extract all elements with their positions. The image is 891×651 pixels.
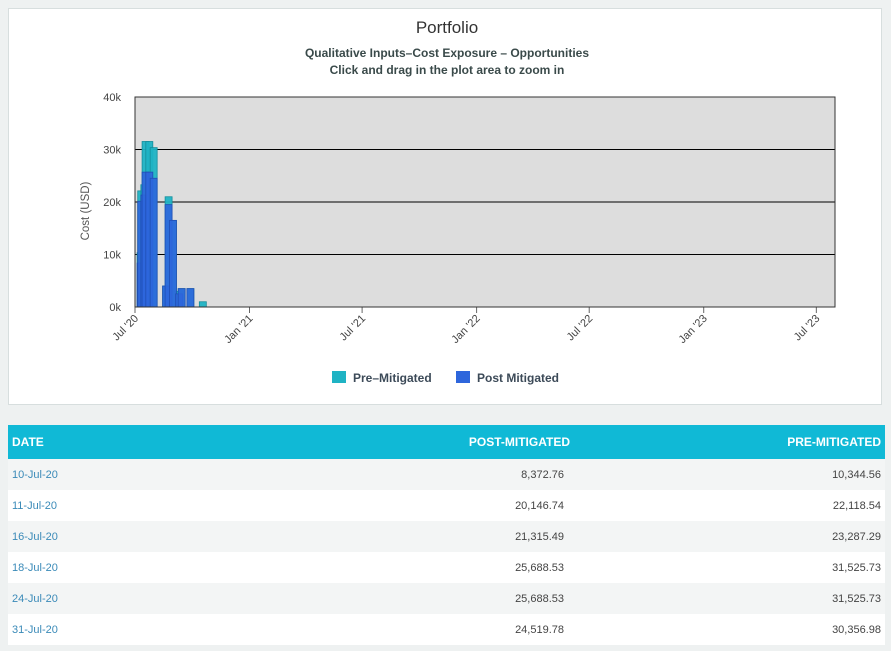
table-row: 24-Jul-20 25,688.53 31,525.73 — [8, 583, 885, 614]
plot-frame — [134, 96, 836, 308]
row-pre-mitigated: 23,287.29 — [832, 530, 881, 543]
table-row: 16-Jul-20 21,315.49 23,287.29 — [8, 521, 885, 552]
row-pre-mitigated: 22,118.54 — [832, 499, 881, 512]
row-date-link[interactable]: 10-Jul-20 — [12, 468, 58, 481]
legend-swatch-post-mitigated — [456, 371, 470, 383]
table-header-row: DATE POST-MITIGATED PRE-MITIGATED — [8, 425, 885, 459]
x-tick-label: Jul '21 — [338, 313, 369, 344]
row-pre-mitigated: 10,344.56 — [832, 468, 881, 481]
table-row: 18-Jul-20 25,688.53 31,525.73 — [8, 552, 885, 583]
x-tick-label: Jul '20 — [110, 313, 141, 344]
row-date-link[interactable]: 31-Jul-20 — [12, 623, 58, 636]
chart-title: Portfolio — [416, 18, 478, 37]
x-tick-label: Jan '23 — [676, 313, 709, 346]
row-post-mitigated: 20,146.74 — [515, 499, 564, 512]
x-tick-label: Jan '22 — [449, 313, 482, 346]
y-tick-label: 10k — [103, 250, 121, 262]
legend-item-pre-mitigated[interactable]: Pre–Mitigated — [332, 371, 432, 385]
table-row: 31-Jul-20 24,519.78 30,356.98 — [8, 614, 885, 645]
header-pre-mitigated[interactable]: PRE-MITIGATED — [787, 435, 881, 449]
row-post-mitigated: 25,688.53 — [515, 592, 564, 605]
row-date-link[interactable]: 16-Jul-20 — [12, 530, 58, 543]
row-pre-mitigated: 31,525.73 — [832, 592, 881, 605]
row-post-mitigated: 8,372.76 — [521, 468, 564, 481]
row-post-mitigated: 21,315.49 — [515, 530, 564, 543]
row-post-mitigated: 25,688.53 — [515, 561, 564, 574]
bar-post-mitigated — [186, 288, 195, 308]
table-row: 10-Jul-20 8,372.76 10,344.56 — [8, 459, 885, 490]
chart-svg[interactable]: Portfolio Qualitative Inputs–Cost Exposu… — [9, 9, 883, 406]
data-table-container: DATE POST-MITIGATED PRE-MITIGATED 10-Jul… — [8, 425, 885, 645]
legend-swatch-pre-mitigated — [332, 371, 346, 383]
data-table: DATE POST-MITIGATED PRE-MITIGATED 10-Jul… — [8, 425, 885, 645]
legend[interactable]: Pre–Mitigated Post Mitigated — [332, 371, 559, 385]
row-post-mitigated: 24,519.78 — [515, 623, 564, 636]
plot-area[interactable]: 0k 10k 20k 30k 40k Jul '20 Jan '21 Jul '21 Jan '… — [103, 92, 836, 346]
row-pre-mitigated: 30,356.98 — [832, 623, 881, 636]
chart-subtitle: Qualitative Inputs–Cost Exposure – Oppor… — [305, 46, 589, 60]
legend-item-post-mitigated[interactable]: Post Mitigated — [456, 371, 559, 385]
y-tick-label: 20k — [103, 197, 121, 209]
bar-post-mitigated — [149, 177, 158, 308]
x-tick-label: Jan '21 — [222, 313, 255, 346]
chart-panel: Portfolio Qualitative Inputs–Cost Exposu… — [8, 8, 882, 405]
y-tick-label: 0k — [109, 302, 121, 314]
bar-pre-mitigated — [198, 301, 207, 308]
chart-zoom-hint: Click and drag in the plot area to zoom … — [330, 63, 565, 77]
row-date-link[interactable]: 11-Jul-20 — [12, 499, 58, 512]
x-tick-label: Jul '23 — [792, 313, 823, 344]
legend-label-post-mitigated: Post Mitigated — [477, 371, 559, 385]
header-date[interactable]: DATE — [12, 435, 44, 449]
x-tick-label: Jul '22 — [565, 313, 596, 344]
bar-post-mitigated — [177, 288, 186, 308]
legend-label-pre-mitigated: Pre–Mitigated — [353, 371, 432, 385]
y-tick-label: 30k — [103, 145, 121, 157]
table-row: 11-Jul-20 20,146.74 22,118.54 — [8, 490, 885, 521]
y-axis-label: Cost (USD) — [80, 181, 92, 240]
row-pre-mitigated: 31,525.73 — [832, 561, 881, 574]
row-date-link[interactable]: 18-Jul-20 — [12, 561, 58, 574]
header-post-mitigated[interactable]: POST-MITIGATED — [468, 435, 570, 449]
row-date-link[interactable]: 24-Jul-20 — [12, 592, 58, 605]
y-tick-label: 40k — [103, 92, 121, 104]
